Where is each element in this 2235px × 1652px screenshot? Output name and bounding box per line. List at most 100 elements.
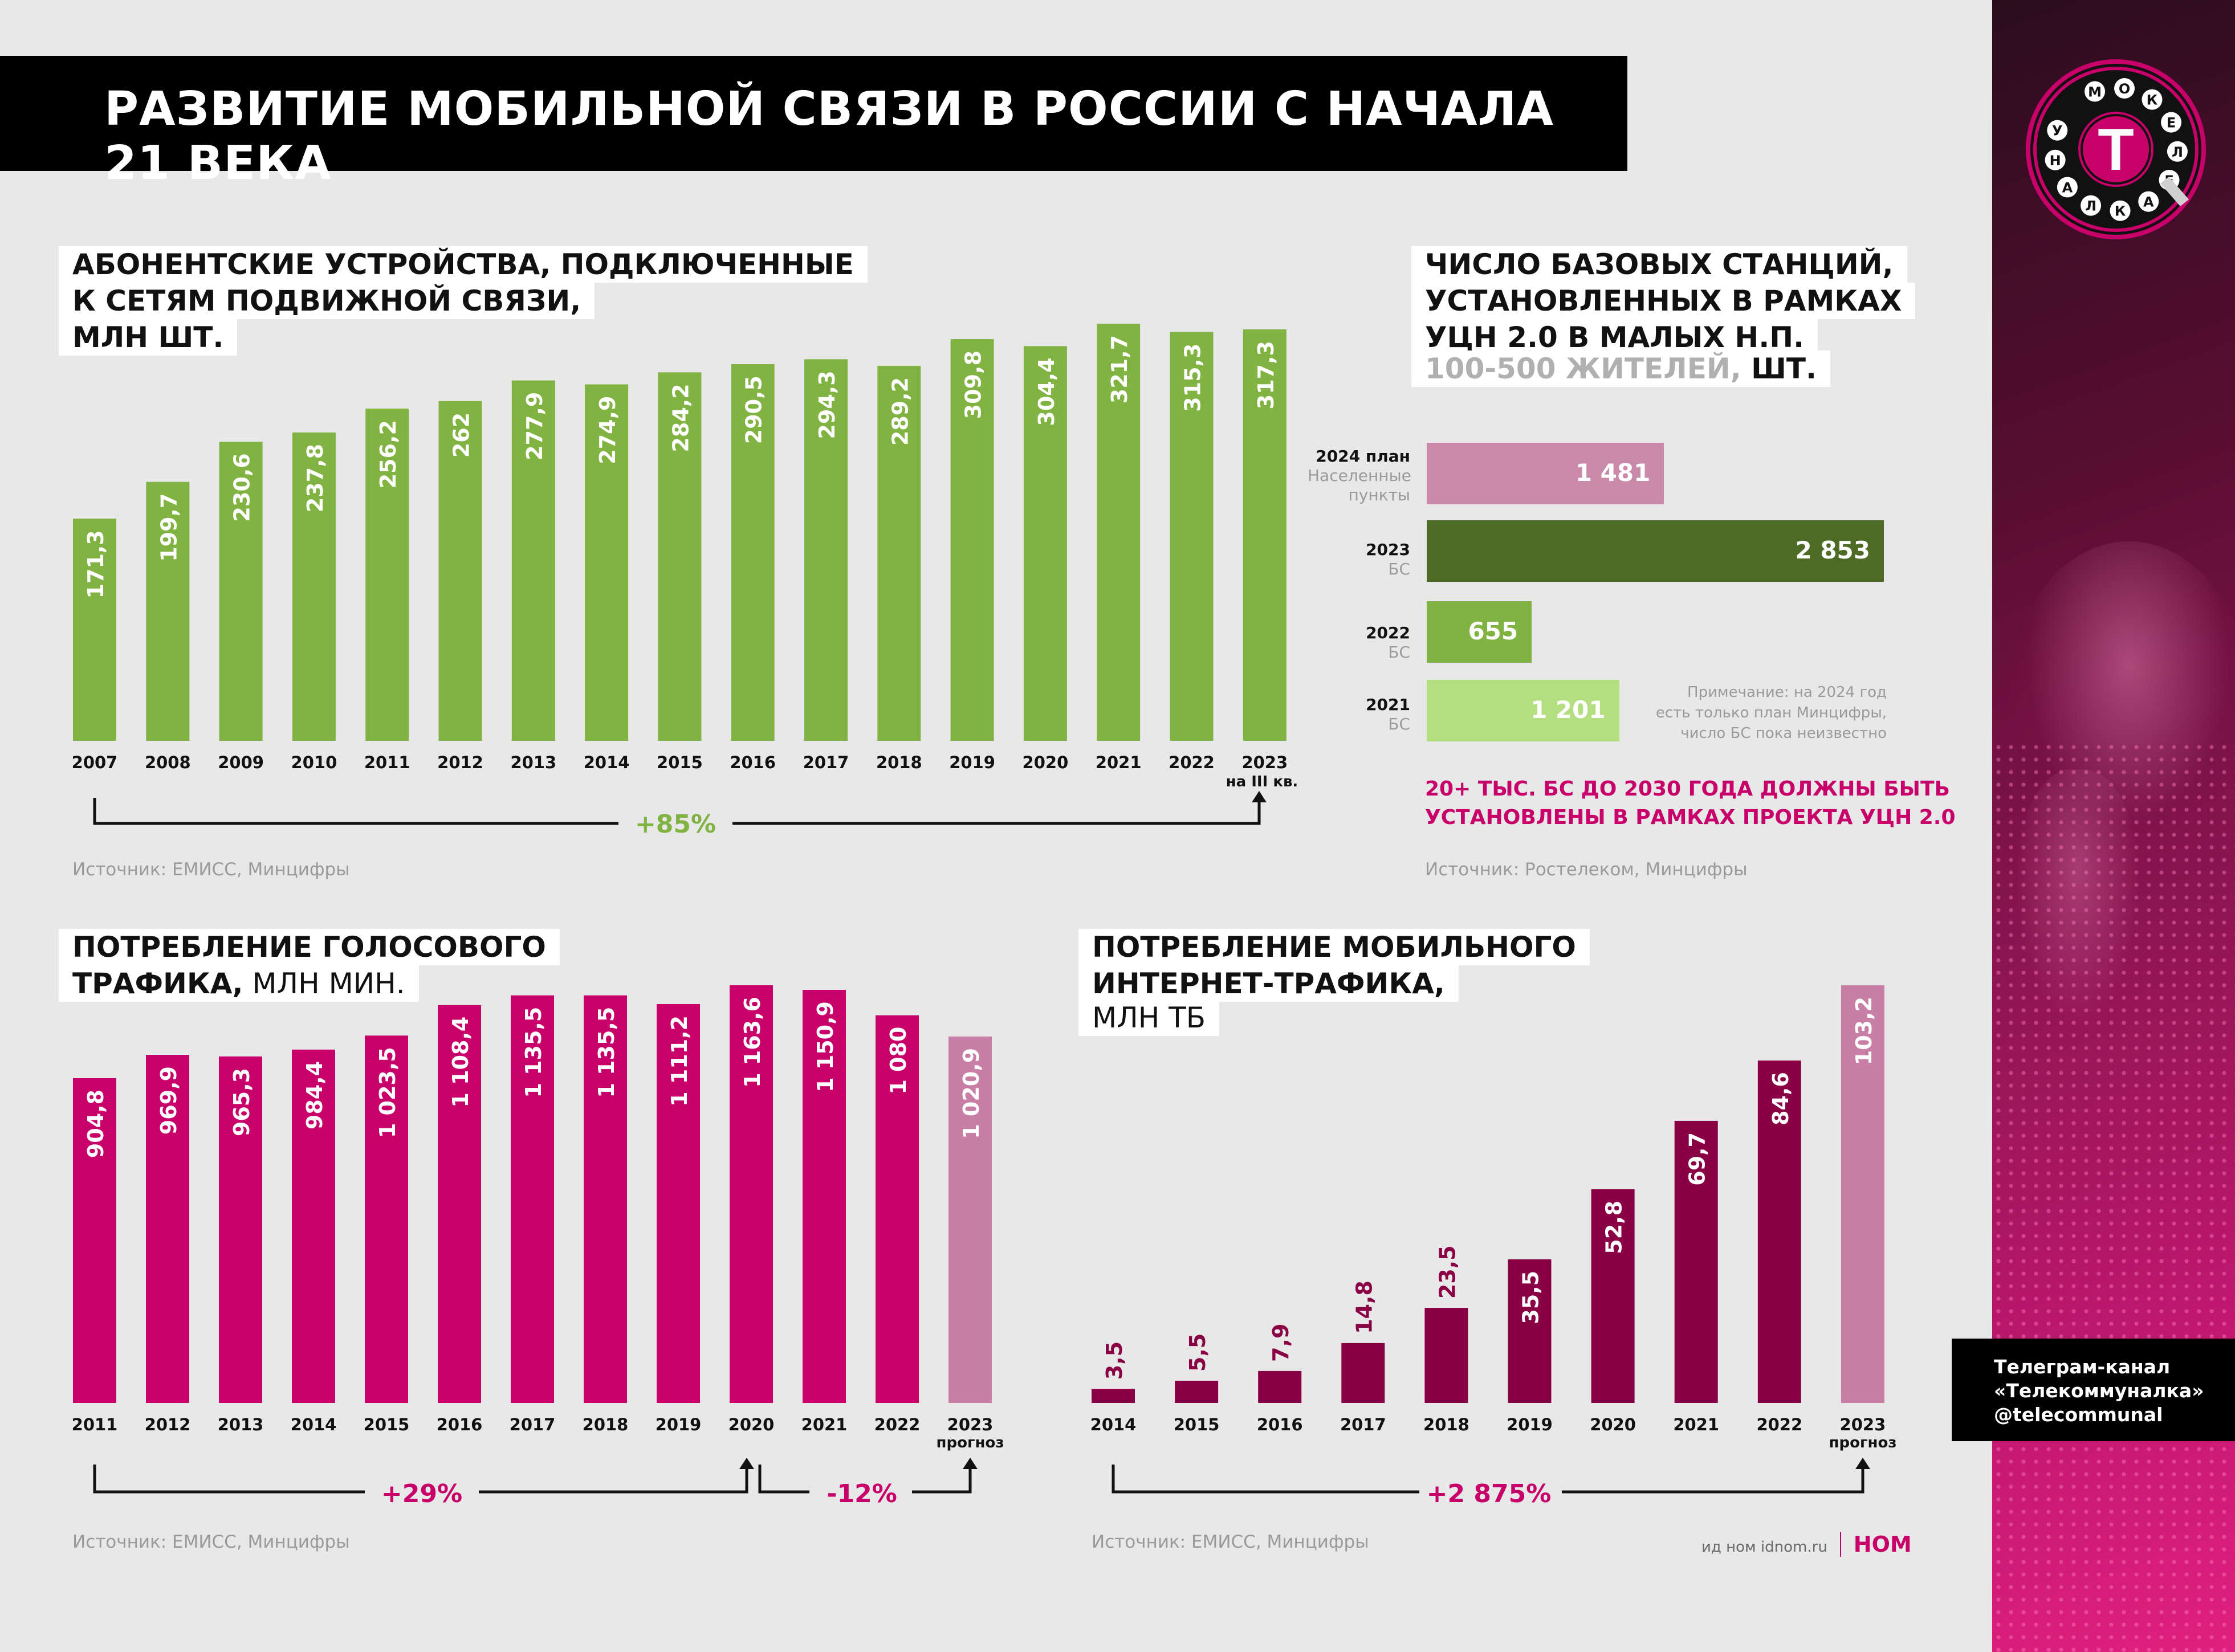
devices-value-label-2014: 274,9 (595, 395, 620, 464)
bs-bar-2022: 655 (1427, 601, 1532, 663)
voice-bar-2021 (803, 990, 846, 1403)
voice-bar-2016 (438, 1005, 481, 1403)
internet-year-label-2020: 2020 (1590, 1415, 1636, 1434)
voice-growth-label-1: +29% (381, 1479, 462, 1508)
devices-bar-2013 (511, 380, 555, 741)
voice-title-tail: МЛН МИН. (243, 967, 405, 1000)
devices-title-line-3: МЛН ШТ. (59, 319, 238, 356)
devices-bar-2015 (658, 372, 702, 741)
logo-ring-letter: М (2088, 84, 2102, 100)
devices-bar-2020 (1023, 346, 1067, 741)
internet-value-label-2019: 35,5 (1519, 1271, 1544, 1324)
devices-bar-2021 (1097, 324, 1141, 741)
voice-2023-note: прогноз (937, 1434, 1004, 1451)
logo-ring-letter: А (2143, 194, 2154, 210)
devices-year-label-2009: 2009 (218, 753, 264, 772)
internet-value-label-2017: 14,8 (1351, 1280, 1377, 1334)
bs-note-line-1: Примечание: на 2024 год (1687, 684, 1887, 701)
voice-bar-2018 (584, 995, 627, 1403)
devices-bar-2010 (292, 432, 336, 741)
bs-note-line-2: есть только план Минцифры, (1655, 704, 1887, 721)
devices-bar-2011 (365, 409, 409, 741)
bs-highlight-line-1: 20+ ТЫС. БС ДО 2030 ГОДА ДОЛЖНЫ БЫТЬ (1425, 777, 1950, 801)
bs-title-line-3: УЦН 2.0 В МАЛЫХ Н.П. (1411, 319, 1818, 356)
footer-text: ид ном idnom.ru (1701, 1539, 1827, 1556)
bs-row-label-2: 2022 БС (1366, 623, 1410, 662)
internet-bar-2023 (1841, 985, 1884, 1403)
devices-value-label-2023: 317,3 (1253, 341, 1279, 409)
devices-year-label-2018: 2018 (876, 753, 922, 772)
internet-year-label-2016: 2016 (1257, 1415, 1303, 1434)
bs-source: Источник: Ростелеком, Минцифры (1425, 859, 1748, 880)
bs-title-line-2: УСТАНОВЛЕННЫХ В РАМКАХ (1411, 283, 1916, 319)
internet-bar-2014 (1092, 1389, 1135, 1403)
devices-year-label-2023: 2023 (1241, 753, 1288, 772)
internet-bar-2019 (1508, 1259, 1552, 1403)
internet-bar-2022 (1757, 1060, 1801, 1403)
voice-title-line-1: ПОТРЕБЛЕНИЕ ГОЛОСОВОГО (59, 929, 560, 965)
devices-bar-2019 (950, 339, 994, 741)
devices-value-label-2010: 237,8 (303, 444, 328, 512)
voice-value-label-2020: 1 163,6 (740, 997, 765, 1088)
devices-value-label-2017: 294,3 (815, 370, 840, 439)
internet-year-label-2019: 2019 (1507, 1415, 1553, 1434)
devices-year-label-2021: 2021 (1096, 753, 1142, 772)
devices-value-label-2021: 321,7 (1107, 335, 1132, 403)
internet-value-label-2016: 7,9 (1268, 1324, 1293, 1362)
devices-value-label-2011: 256,2 (376, 420, 401, 488)
telegram-line-3[interactable]: @telecommunal (1994, 1404, 2163, 1426)
voice-value-label-2022: 1 080 (886, 1027, 911, 1095)
bs-row-sub-0: Населенные пункты (1308, 466, 1411, 504)
logo-ring-letter: О (2119, 81, 2130, 97)
logo-ring-letter: У (2052, 123, 2063, 139)
voice-value-label-2013: 965,3 (229, 1068, 254, 1136)
internet-bar-2018 (1424, 1308, 1468, 1403)
devices-value-label-2022: 315,3 (1180, 344, 1206, 412)
internet-bar-2015 (1175, 1380, 1219, 1403)
bs-bar-value-2: 655 (1468, 617, 1519, 645)
internet-value-label-2015: 5,5 (1185, 1333, 1210, 1372)
telegram-line-1: Телеграм-канал (1994, 1356, 2171, 1378)
devices-value-label-2013: 277,9 (522, 392, 547, 460)
telegram-box[interactable]: Телеграм-канал «Телекоммуналка» @telecom… (1952, 1339, 2235, 1441)
voice-title-bold: ТРАФИКА, (72, 967, 243, 1000)
bs-row-label-1: 2023 БС (1366, 540, 1410, 579)
bs-bar-2021: 1 201 (1427, 680, 1619, 741)
devices-year-label-2019: 2019 (949, 753, 995, 772)
logo-letter: T (2098, 117, 2134, 183)
bs-row-label-0: 2024 план Населенные пункты (1308, 447, 1411, 505)
devices-value-label-2016: 290,5 (742, 376, 767, 444)
devices-year-label-2011: 2011 (364, 753, 410, 772)
devices-2023-note: на III кв. (1226, 773, 1298, 790)
voice-value-label-2011: 904,8 (83, 1090, 108, 1158)
bs-row-year-3: 2021 (1366, 695, 1410, 714)
telephone-handset-image (2015, 769, 2140, 1026)
voice-year-label-2023: 2023 (947, 1415, 994, 1434)
internet-year-label-2021: 2021 (1673, 1415, 1719, 1434)
devices-bar-2023 (1243, 329, 1287, 741)
voice-value-label-2012: 969,9 (156, 1066, 181, 1135)
bs-row-label-3: 2021 БС (1366, 695, 1410, 734)
voice-year-label-2021: 2021 (801, 1415, 848, 1434)
voice-year-label-2017: 2017 (510, 1415, 556, 1434)
logo-ring-letter: К (2147, 92, 2158, 108)
logo-ring-letter: Л (2085, 198, 2096, 214)
internet-year-label-2014: 2014 (1090, 1415, 1137, 1434)
bs-row-year-0: 2024 план (1316, 447, 1410, 466)
halftone-pattern (1992, 741, 2235, 1652)
bs-note: Примечание: на 2024 год есть только план… (1656, 682, 1887, 744)
bs-bar-value-0: 1 481 (1575, 459, 1651, 487)
internet-value-label-2021: 69,7 (1685, 1132, 1710, 1186)
voice-year-label-2022: 2022 (874, 1415, 921, 1434)
devices-year-label-2015: 2015 (657, 753, 703, 772)
internet-year-label-2022: 2022 (1756, 1415, 1802, 1434)
logo-ring-letter: К (2115, 203, 2126, 219)
footer-brand-logo: НОМ (1839, 1532, 1912, 1557)
internet-year-label-2023: 2023 (1840, 1415, 1886, 1434)
voice-value-label-2015: 1 023,5 (375, 1047, 400, 1138)
devices-value-label-2008: 199,7 (156, 493, 181, 562)
devices-value-label-2018: 289,2 (888, 377, 913, 446)
voice-growth-bracket-2 (758, 1458, 978, 1494)
